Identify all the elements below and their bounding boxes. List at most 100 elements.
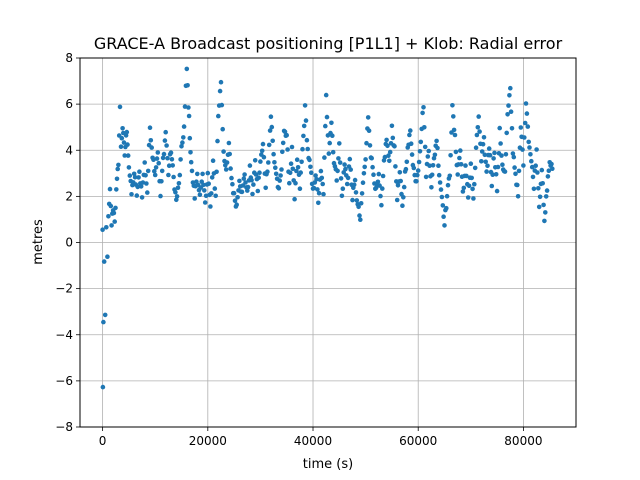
data-point xyxy=(300,146,305,152)
data-point xyxy=(137,169,142,174)
data-point xyxy=(257,170,262,175)
data-point xyxy=(432,152,438,158)
data-point xyxy=(126,165,132,170)
data-point xyxy=(143,173,148,178)
data-point xyxy=(510,151,516,156)
data-point xyxy=(385,143,390,149)
data-point xyxy=(217,88,223,94)
data-point xyxy=(460,189,466,194)
data-point xyxy=(298,170,304,175)
data-point xyxy=(327,140,333,146)
data-point xyxy=(114,187,119,192)
data-point xyxy=(313,173,318,178)
data-point xyxy=(444,205,449,211)
data-point xyxy=(337,141,342,146)
data-point xyxy=(309,170,314,175)
data-point xyxy=(292,196,297,202)
data-point xyxy=(464,173,469,179)
data-point xyxy=(188,159,194,165)
data-point xyxy=(253,172,259,177)
data-point xyxy=(486,146,492,151)
x-tick-label: 60000 xyxy=(399,434,437,448)
data-point xyxy=(516,168,522,174)
data-point xyxy=(494,188,500,194)
data-point xyxy=(444,193,450,199)
data-point xyxy=(145,168,151,174)
data-point xyxy=(495,164,501,170)
data-point xyxy=(195,171,200,177)
y-tick-label: 2 xyxy=(65,189,73,203)
data-point xyxy=(442,223,447,228)
data-point xyxy=(415,172,420,178)
data-point xyxy=(361,171,367,176)
data-point xyxy=(156,160,161,166)
data-point xyxy=(376,171,382,177)
data-point xyxy=(520,147,525,152)
data-point xyxy=(473,145,479,150)
data-point xyxy=(525,124,531,129)
y-tick-label: 6 xyxy=(65,97,73,111)
data-point xyxy=(301,133,306,139)
data-point xyxy=(326,151,332,156)
data-point xyxy=(455,172,461,177)
data-point xyxy=(329,120,334,126)
data-point xyxy=(463,163,468,168)
data-point xyxy=(307,157,312,163)
data-point xyxy=(545,174,551,179)
x-tick-label: 20000 xyxy=(189,434,227,448)
data-point xyxy=(503,152,509,157)
data-point xyxy=(469,175,475,181)
data-point xyxy=(521,163,526,168)
data-point xyxy=(531,186,537,192)
data-points xyxy=(100,66,555,390)
data-point xyxy=(418,139,424,145)
data-point xyxy=(398,178,404,184)
data-point xyxy=(180,140,185,145)
data-point xyxy=(498,141,503,146)
data-point xyxy=(411,165,417,171)
data-point xyxy=(106,214,111,219)
data-point xyxy=(324,114,330,120)
data-point xyxy=(338,176,344,181)
data-point xyxy=(140,180,146,185)
data-point xyxy=(200,171,205,177)
data-point xyxy=(414,179,419,184)
data-point xyxy=(471,196,476,201)
data-point xyxy=(221,149,226,154)
data-point xyxy=(542,218,547,224)
data-point xyxy=(357,213,362,218)
data-point xyxy=(170,163,175,168)
data-point xyxy=(155,150,161,155)
data-point xyxy=(311,185,317,191)
data-point xyxy=(380,186,385,191)
data-point xyxy=(147,125,153,130)
data-point xyxy=(390,135,396,141)
data-point xyxy=(360,180,366,185)
data-point xyxy=(216,113,221,119)
data-point xyxy=(218,79,224,85)
data-point xyxy=(107,186,113,192)
data-point xyxy=(505,112,510,117)
data-point xyxy=(322,155,327,160)
data-point xyxy=(192,196,197,201)
x-axis-label: time (s) xyxy=(303,457,353,472)
data-point xyxy=(515,182,520,188)
data-point xyxy=(378,193,383,199)
data-point xyxy=(109,223,114,228)
data-point xyxy=(429,185,434,190)
data-point xyxy=(104,225,109,230)
data-point xyxy=(273,165,278,170)
y-tick-label: −6 xyxy=(55,374,73,388)
data-point xyxy=(384,137,389,143)
data-point xyxy=(101,259,107,264)
data-point xyxy=(533,163,538,168)
data-point xyxy=(272,160,277,165)
data-point xyxy=(377,183,382,188)
data-point xyxy=(389,123,395,129)
data-point xyxy=(426,148,432,154)
data-point xyxy=(173,189,178,195)
data-point xyxy=(197,192,203,197)
data-point xyxy=(502,169,508,174)
y-tick-label: 8 xyxy=(65,51,73,65)
y-tick-label: −2 xyxy=(55,282,73,296)
